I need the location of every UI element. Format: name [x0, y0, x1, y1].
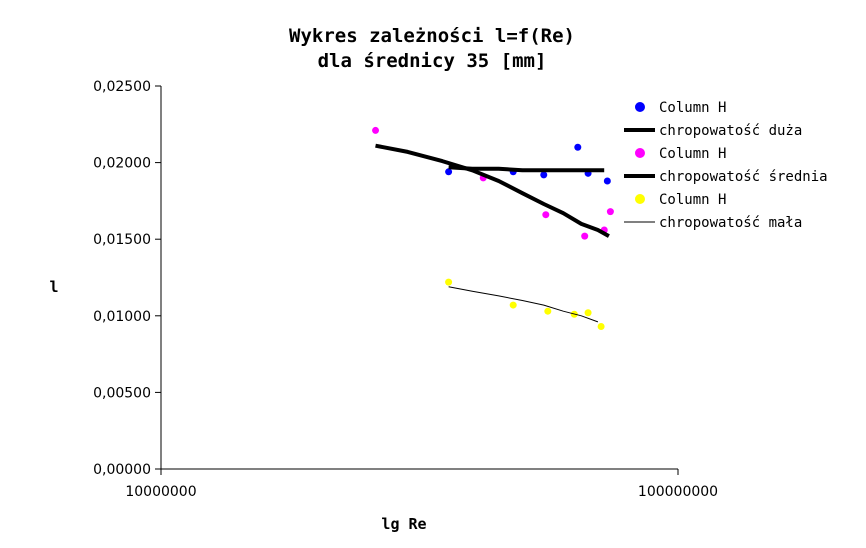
data-point	[603, 177, 611, 185]
x-tick-label: 10000000	[125, 484, 196, 500]
data-point	[597, 323, 605, 331]
legend-marker	[635, 194, 645, 204]
data-point	[509, 301, 517, 309]
legend-entry: Column H	[635, 100, 726, 116]
data-point	[372, 126, 380, 134]
legend-entry: chropowatość mała	[624, 215, 802, 231]
data-point	[574, 143, 582, 151]
legend-label: Column H	[659, 146, 726, 162]
series-line	[448, 286, 599, 323]
legend-label: chropowatość duża	[659, 123, 802, 139]
legend-label: chropowatość średnia	[659, 169, 828, 185]
chart-title-line-1: Wykres zależności l=f(Re)	[289, 25, 575, 47]
y-axis-label: l	[49, 278, 58, 296]
legend-marker	[635, 148, 645, 158]
y-tick-label: 0,01500	[93, 232, 151, 248]
chart-title-line-2: dla średnicy 35 [mm]	[318, 50, 547, 72]
legend: Column H chropowatość duża Column H chropow…	[624, 100, 828, 231]
data-point	[544, 307, 552, 315]
legend-label: Column H	[659, 100, 726, 116]
legend-entry: Column H	[635, 192, 726, 208]
data-point	[445, 278, 453, 286]
series-5	[445, 278, 605, 331]
series-2	[448, 165, 605, 173]
data-point	[606, 208, 614, 216]
y-tick-label: 0,00500	[93, 385, 151, 401]
legend-label: Column H	[659, 192, 726, 208]
legend-entry: Column H	[635, 146, 726, 162]
data-point	[445, 168, 453, 176]
series-layer	[372, 126, 614, 331]
series-line	[375, 143, 610, 238]
plot-axes: 0,00000 0,00500 0,01000 0,01500 0,02000 0,025…	[93, 79, 718, 500]
y-tick-label: 0,02000	[93, 156, 151, 172]
series-line	[448, 165, 605, 173]
y-tick-label: 0,00000	[93, 462, 151, 478]
series-6	[448, 286, 599, 323]
data-point	[581, 232, 589, 240]
legend-entry: chropowatość duża	[624, 123, 802, 139]
legend-marker	[635, 102, 645, 112]
x-axis-label: lg Re	[381, 515, 426, 533]
data-point	[540, 171, 548, 179]
x-tick-label: 100000000	[638, 484, 718, 500]
data-point	[542, 211, 550, 219]
legend-entry: chropowatość średnia	[624, 169, 828, 185]
y-tick-label: 0,01000	[93, 309, 151, 325]
data-point	[584, 309, 592, 317]
series-1	[445, 143, 611, 185]
series-4	[375, 143, 610, 238]
legend-label: chropowatość mała	[659, 215, 802, 231]
y-tick-label: 0,02500	[93, 79, 151, 95]
